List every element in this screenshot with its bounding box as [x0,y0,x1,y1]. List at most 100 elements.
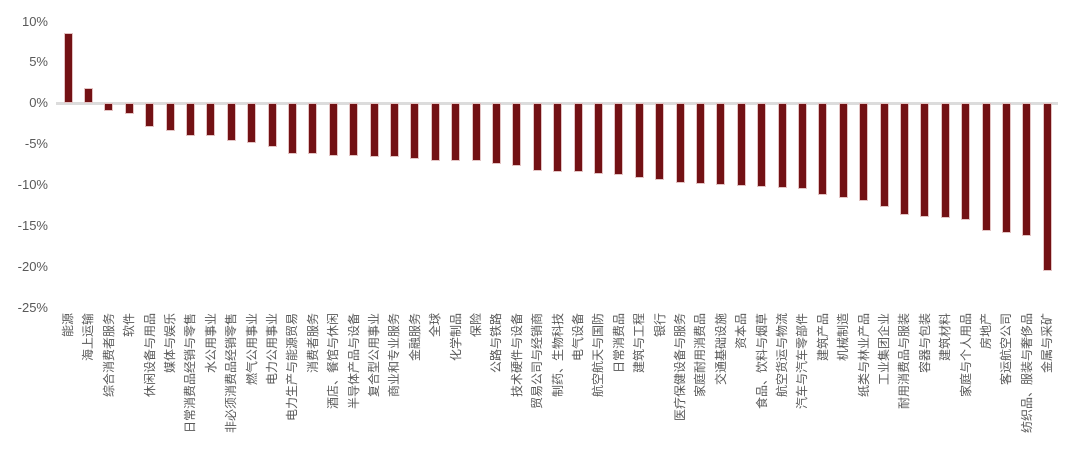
x-category-label: 贸易公司与经销商 [530,313,545,410]
ytick-label: -5% [24,136,48,152]
x-category-label: 航空航天与国防 [591,313,606,398]
x-category-label: 电力公用事业 [265,313,279,386]
x-category-label: 日常消费品经销与零售 [183,313,198,434]
ytick-label: -15% [17,218,48,233]
bar [104,103,114,111]
bar [655,103,665,181]
x-category-label: 纺织品、服装与奢侈品 [1019,313,1034,434]
x-category-label: 金属与采矿 [1040,313,1055,374]
x-category-label: 制药、生物科技 [550,313,565,398]
bar [777,103,787,188]
bar [859,103,869,201]
x-category-label: 能源 [61,313,75,338]
x-category-label: 复合型公用事业 [367,313,381,398]
x-category-label: 非必须消费品经销零售 [224,313,239,434]
x-category-label: 酒店、餐馆与休闲 [326,313,341,410]
x-category-label: 家庭耐用消费品 [693,313,708,398]
x-category-label: 交通基础设施 [713,313,728,386]
x-category-label: 客运航空公司 [999,313,1014,386]
bar [491,103,501,164]
x-category-label: 消费者服务 [305,313,320,374]
x-category-label: 综合消费者服务 [101,313,116,398]
x-category-label: 家庭与个人用品 [958,313,973,398]
bar [614,103,624,176]
bar [389,103,399,158]
bar [961,103,971,221]
x-category-label: 容器与包装 [917,313,932,374]
bar [716,103,726,186]
x-category-label: 耐用消费品与服装 [897,313,912,410]
bar [124,103,134,114]
x-category-label: 化学制品 [448,313,463,362]
ytick-label: 10% [21,13,48,29]
bar [634,103,644,178]
bar [593,103,603,174]
bar [818,103,828,195]
bar [532,103,542,172]
bar [471,103,481,162]
x-category-label: 燃气公用事业 [244,313,259,386]
x-category-label: 电气设备 [571,313,585,362]
x-category-label: 金融服务 [407,313,422,362]
bar [349,103,359,156]
bar [145,103,155,128]
bar [736,103,746,186]
bar [369,103,379,158]
bar [226,103,236,141]
x-category-label: 全球 [428,313,443,338]
bar [879,103,889,208]
ytick-label: -25% [17,299,48,315]
bar [675,103,685,183]
x-category-label: 媒体与娱乐 [163,313,177,374]
bar [63,32,73,104]
x-category-label: 电力生产与能源贸易 [285,313,300,422]
x-category-label: 纸类与林业产品 [856,313,871,398]
x-category-label: 商业和专业服务 [387,313,402,398]
bar [512,103,522,167]
x-category-label: 建筑与工程 [632,313,647,374]
x-category-label: 机械制造 [836,313,851,362]
bar [287,103,297,154]
ytick-label: -10% [17,177,48,193]
bar [430,103,440,161]
bar [1042,103,1052,271]
bar [1001,103,1011,234]
bar [920,103,930,217]
bar [206,103,216,137]
x-category-label: 公路与铁路 [489,313,504,374]
bar [1022,103,1032,236]
bar [83,87,93,104]
bar [695,103,705,185]
x-category-label: 银行 [652,313,667,338]
bar [267,103,277,147]
bar [838,103,848,199]
x-category-label: 建筑材料 [938,313,953,362]
x-category-label: 医疗保健设备与服务 [673,313,687,422]
x-category-label: 日常消费品 [611,313,626,374]
x-category-label: 食品、饮料与烟草 [754,313,769,410]
bar [757,103,767,187]
ytick-label: -20% [17,258,48,274]
x-category-label: 保险 [469,313,483,338]
ytick-label: 0% [29,95,48,111]
bar [247,103,257,143]
x-category-label: 建筑产品 [815,313,830,362]
x-category-label: 软件 [122,313,137,338]
x-category-label: 休闲设备与用品 [142,313,157,398]
bar [185,103,195,137]
bar [165,103,175,132]
x-category-label: 海上运输 [81,313,96,362]
bar [899,103,909,215]
bar [308,103,318,154]
bar [981,103,991,231]
x-category-label: 半导体产品与设备 [346,313,361,410]
bar [940,103,950,218]
x-category-label: 技术硬件与设备 [509,313,524,398]
bar [410,103,420,159]
bar [797,103,807,190]
x-category-label: 工业集团企业 [877,313,891,386]
ytick-label: 5% [29,54,48,70]
bar [553,103,563,172]
x-category-label: 汽车与汽车零部件 [795,313,810,410]
